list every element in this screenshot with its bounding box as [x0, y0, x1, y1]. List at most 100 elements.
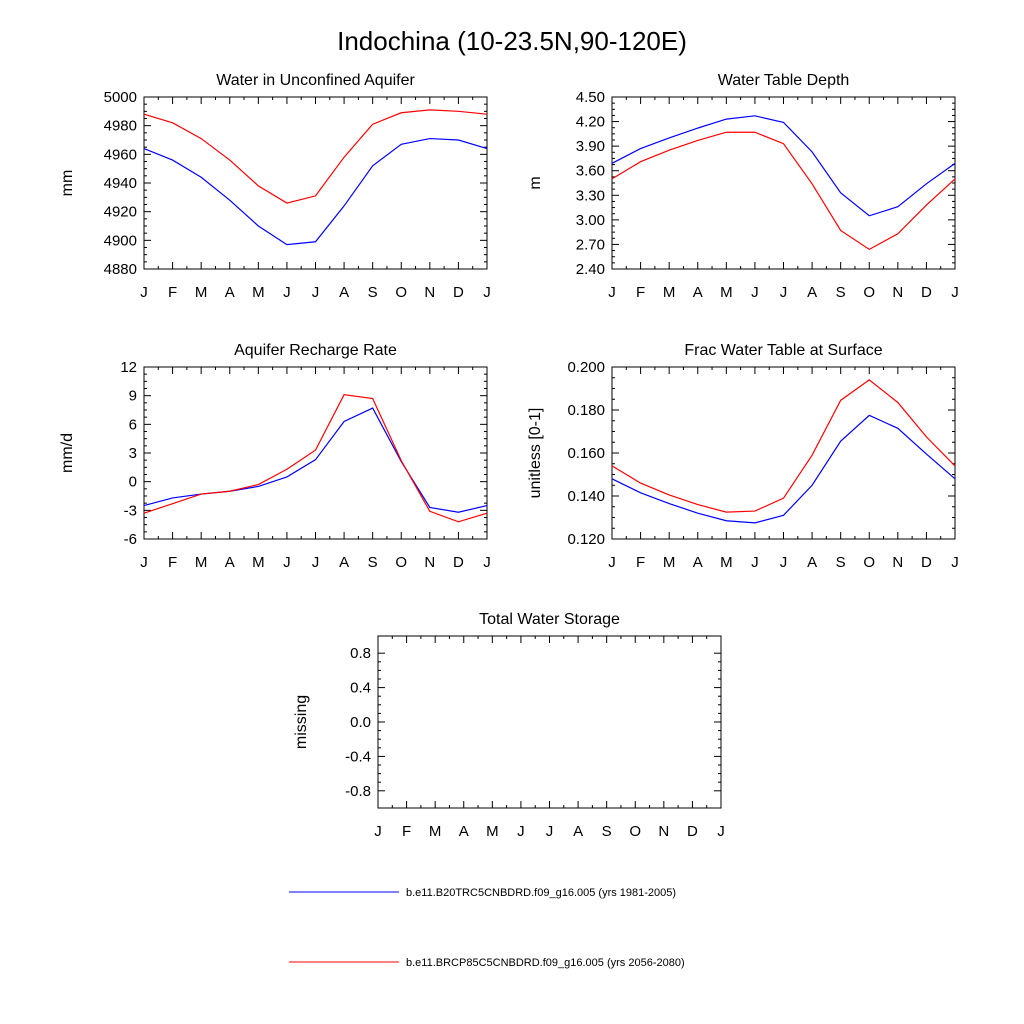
x-tick-label: A — [339, 284, 349, 301]
x-tick-label: F — [168, 554, 177, 571]
legend-label-1: b.e11.B20TRC5CNBDRD.f09_g16.005 (yrs 198… — [406, 887, 676, 899]
x-tick-label: S — [836, 284, 846, 301]
y-tick-label: 0.180 — [567, 402, 605, 419]
legend-label-2: b.e11.BRCP85C5CNBDRD.f09_g16.005 (yrs 20… — [406, 957, 685, 969]
series-line-1 — [611, 414, 956, 524]
x-tick-label: O — [395, 554, 407, 571]
x-tick-label: N — [658, 823, 669, 840]
y-tick-label: 4.50 — [576, 89, 605, 106]
y-tick-label: -0.4 — [345, 748, 371, 765]
x-tick-label: M — [195, 554, 208, 571]
y-tick-label: 5000 — [104, 89, 137, 106]
y-tick-label: 2.40 — [576, 261, 605, 278]
x-tick-label: N — [892, 284, 903, 301]
page-title: Indochina (10-23.5N,90-120E) — [337, 26, 687, 56]
x-tick-label: F — [636, 284, 645, 301]
plot-frame — [377, 635, 722, 809]
x-tick-label: S — [836, 554, 846, 571]
x-tick-label: J — [951, 284, 959, 301]
x-tick-label: J — [312, 284, 320, 301]
x-tick-label: J — [780, 284, 788, 301]
x-tick-label: J — [751, 284, 759, 301]
y-tick-label: 3.30 — [576, 187, 605, 204]
y-tick-label: 0.4 — [350, 680, 371, 697]
y-tick-label: 4960 — [104, 146, 137, 163]
y-tick-label: 6 — [129, 416, 137, 433]
x-tick-label: S — [368, 284, 378, 301]
x-tick-label: O — [863, 554, 875, 571]
y-axis-label: unitless [0-1] — [527, 408, 544, 499]
x-tick-label: F — [636, 554, 645, 571]
y-tick-label: 4980 — [104, 118, 137, 135]
y-tick-label: 0.8 — [350, 645, 371, 662]
chart-title: Total Water Storage — [479, 611, 620, 628]
x-tick-label: J — [608, 554, 616, 571]
x-tick-label: J — [546, 823, 554, 840]
y-tick-label: 2.70 — [576, 236, 605, 253]
series-line-2 — [143, 109, 488, 204]
y-tick-label: 0.160 — [567, 445, 605, 462]
x-tick-label: J — [283, 554, 291, 571]
x-tick-label: S — [602, 823, 612, 840]
y-axis-label: missing — [293, 695, 310, 749]
x-tick-label: M — [663, 284, 676, 301]
chart-panel-4: Frac Water Table at Surface unitless [0-1… — [527, 342, 959, 571]
y-tick-label: -0.8 — [345, 783, 371, 800]
x-tick-label: J — [374, 823, 382, 840]
x-tick-label: J — [483, 554, 491, 571]
y-tick-label: -6 — [124, 531, 137, 548]
y-tick-label: 3.00 — [576, 212, 605, 229]
x-tick-label: M — [486, 823, 499, 840]
chart-title: Water in Unconfined Aquifer — [216, 72, 415, 89]
legend: b.e11.B20TRC5CNBDRD.f09_g16.005 (yrs 198… — [289, 887, 685, 969]
y-axis-label: mm/d — [59, 433, 76, 473]
x-tick-label: A — [807, 554, 817, 571]
x-tick-label: N — [424, 284, 435, 301]
x-tick-label: S — [368, 554, 378, 571]
x-tick-label: A — [807, 284, 817, 301]
x-tick-label: A — [573, 823, 583, 840]
plot-frame — [611, 366, 956, 540]
x-tick-label: N — [892, 554, 903, 571]
x-tick-label: J — [608, 284, 616, 301]
x-tick-label: M — [195, 284, 208, 301]
y-tick-label: 4940 — [104, 175, 137, 192]
y-tick-label: 4900 — [104, 232, 137, 249]
x-tick-label: J — [951, 554, 959, 571]
series-line-2 — [611, 379, 956, 513]
y-tick-label: -3 — [124, 502, 137, 519]
series-line-2 — [143, 394, 488, 523]
x-tick-label: O — [395, 284, 407, 301]
x-tick-label: J — [140, 554, 148, 571]
chart-title: Frac Water Table at Surface — [684, 342, 882, 359]
chart-title: Water Table Depth — [718, 72, 850, 89]
x-tick-label: M — [720, 554, 733, 571]
x-tick-label: M — [720, 284, 733, 301]
x-tick-label: A — [225, 554, 235, 571]
y-tick-label: 3.60 — [576, 163, 605, 180]
y-tick-label: 0.0 — [350, 714, 371, 731]
series-line-1 — [143, 137, 488, 246]
x-tick-label: M — [663, 554, 676, 571]
x-tick-label: A — [693, 554, 703, 571]
y-axis-label: mm — [59, 170, 76, 197]
x-tick-label: J — [312, 554, 320, 571]
y-tick-label: 4.20 — [576, 114, 605, 131]
x-tick-label: J — [483, 284, 491, 301]
x-tick-label: M — [252, 554, 265, 571]
plot-frame — [143, 96, 488, 270]
x-tick-label: A — [339, 554, 349, 571]
x-tick-label: F — [168, 284, 177, 301]
x-tick-label: J — [780, 554, 788, 571]
y-tick-label: 3.90 — [576, 138, 605, 155]
x-tick-label: D — [921, 554, 932, 571]
y-tick-label: 9 — [129, 388, 137, 405]
x-tick-label: D — [453, 284, 464, 301]
x-tick-label: M — [429, 823, 442, 840]
x-tick-label: J — [283, 284, 291, 301]
